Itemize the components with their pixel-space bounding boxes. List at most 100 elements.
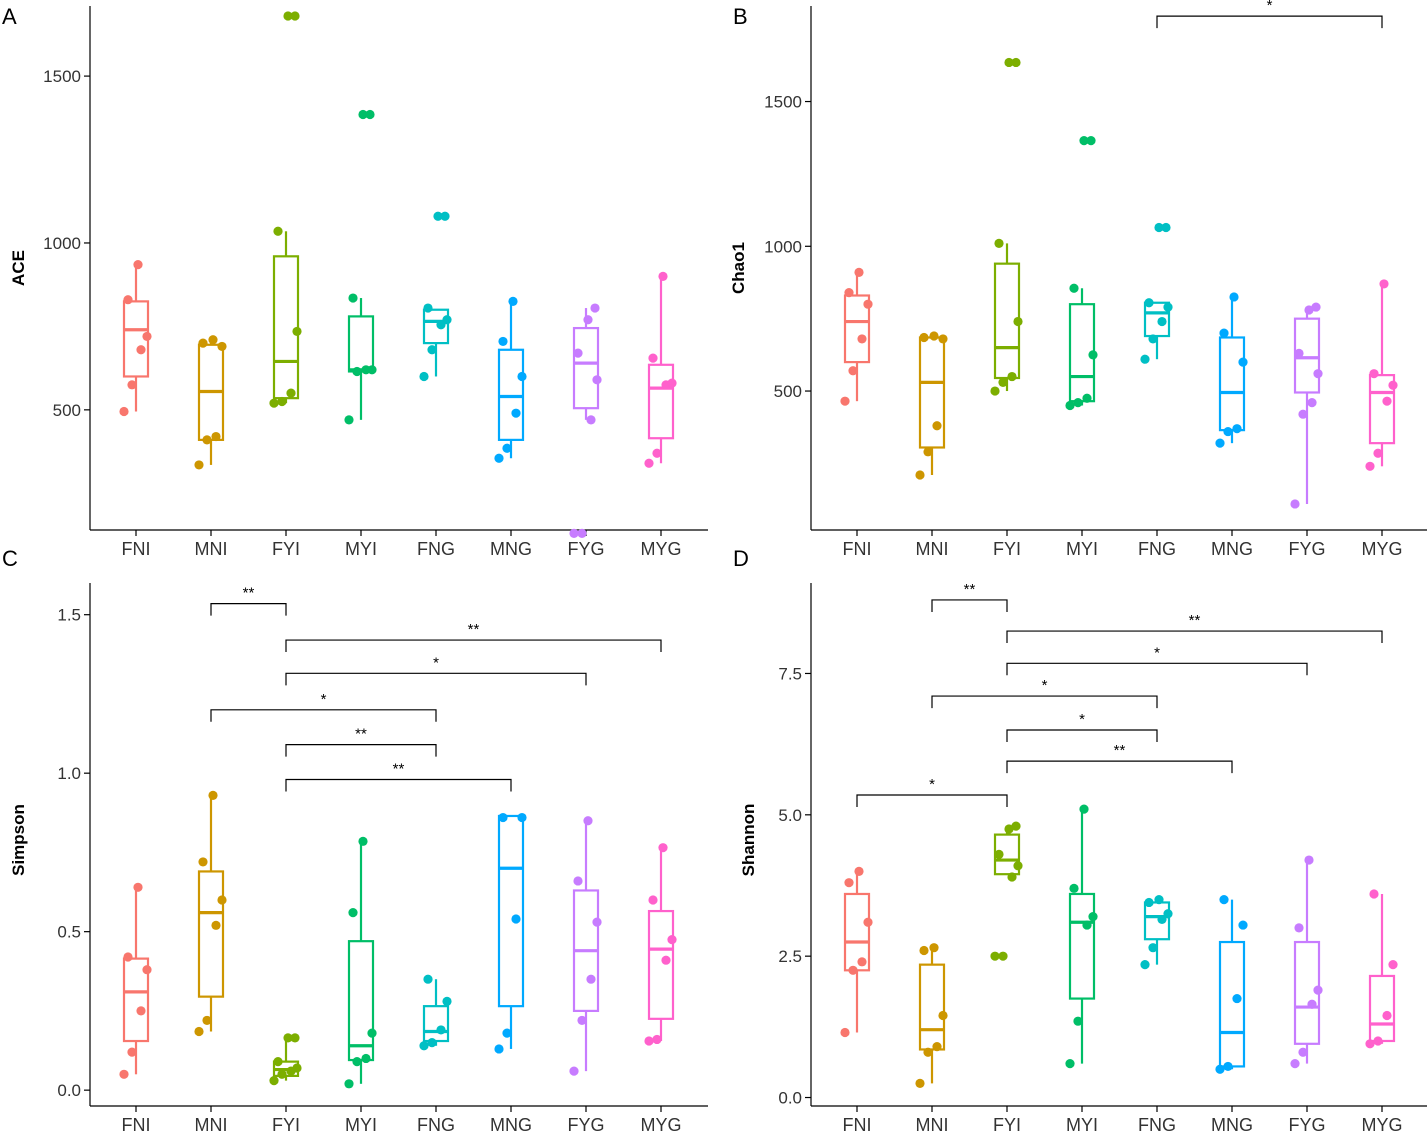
data-point xyxy=(1369,369,1379,379)
data-point xyxy=(1148,943,1158,953)
data-point xyxy=(592,917,602,927)
significance-label: ** xyxy=(964,581,976,598)
box-FYI xyxy=(990,821,1023,961)
data-point xyxy=(123,952,133,962)
data-point xyxy=(352,366,362,377)
box-FNI xyxy=(840,866,873,1038)
data-point xyxy=(915,470,925,480)
data-point xyxy=(1144,897,1154,908)
box-MYI xyxy=(344,109,377,425)
data-point xyxy=(577,1015,587,1026)
data-point xyxy=(994,849,1004,859)
significance-bracket: ** xyxy=(210,585,287,616)
data-point xyxy=(929,331,939,341)
data-point xyxy=(517,812,527,823)
data-point xyxy=(1073,398,1083,408)
data-point xyxy=(938,1010,948,1021)
data-point xyxy=(211,431,221,442)
data-point xyxy=(1079,136,1089,146)
data-point xyxy=(586,415,596,425)
x-tick-label: FNI xyxy=(843,539,872,559)
box-MYG xyxy=(1365,279,1398,471)
significance-label: * xyxy=(1154,644,1160,661)
box-MNG xyxy=(1215,292,1248,448)
data-point xyxy=(358,836,368,846)
x-tick-label: FYI xyxy=(993,1115,1021,1131)
data-point xyxy=(854,866,864,876)
data-point xyxy=(1298,1047,1308,1057)
panel-label: D xyxy=(733,546,749,571)
data-point xyxy=(857,957,867,967)
data-point xyxy=(573,348,583,358)
iqr-box xyxy=(422,1005,450,1043)
data-point xyxy=(142,965,152,975)
significance-bracket: ** xyxy=(1006,612,1383,644)
data-point xyxy=(427,345,437,355)
data-point xyxy=(1069,283,1079,293)
data-point xyxy=(1088,350,1098,360)
y-tick-label: 1000 xyxy=(43,234,81,253)
significance-label: ** xyxy=(1114,742,1126,759)
significance-label: * xyxy=(321,691,327,708)
x-tick-label: FYG xyxy=(1288,539,1325,559)
iqr-box xyxy=(918,963,946,1051)
data-point xyxy=(194,460,204,470)
x-tick-label: MYI xyxy=(345,1115,377,1131)
y-tick-label: 1.0 xyxy=(57,764,81,783)
x-tick-label: MYG xyxy=(640,1115,681,1131)
x-tick-label: FNG xyxy=(1138,539,1176,559)
y-tick-label: 500 xyxy=(774,382,802,401)
iqr-box xyxy=(347,940,375,1062)
significance-bracket: * xyxy=(931,677,1158,709)
data-point xyxy=(358,109,368,120)
y-tick-label: 0.0 xyxy=(778,1089,802,1108)
x-tick-label: MNI xyxy=(195,1115,228,1131)
data-point xyxy=(123,295,133,305)
x-tick-label: FYI xyxy=(993,539,1021,559)
data-point xyxy=(133,260,143,270)
iqr-box xyxy=(647,363,675,440)
x-tick-label: MNI xyxy=(195,539,228,559)
data-point xyxy=(577,528,587,538)
data-point xyxy=(1290,1058,1300,1069)
iqr-box xyxy=(843,892,871,972)
x-tick-label: MNI xyxy=(916,539,949,559)
data-point xyxy=(1304,305,1314,315)
box-FYI xyxy=(990,57,1023,396)
box-FNI xyxy=(119,260,152,417)
bracket-line xyxy=(1006,630,1383,644)
x-tick-label: MNG xyxy=(1211,1115,1253,1131)
significance-bracket: * xyxy=(1006,644,1308,676)
significance-bracket: * xyxy=(285,654,587,686)
data-point xyxy=(511,914,521,924)
data-point xyxy=(1073,1016,1083,1026)
box-MNI xyxy=(194,790,227,1037)
box-MNG xyxy=(1215,895,1248,1074)
data-point xyxy=(998,951,1008,961)
box-FYG xyxy=(1290,302,1323,509)
x-tick-label: FNG xyxy=(417,1115,455,1131)
box-MYI xyxy=(344,836,377,1089)
data-point xyxy=(1004,824,1014,834)
data-point xyxy=(583,816,593,826)
data-point xyxy=(644,1036,654,1046)
data-point xyxy=(590,303,600,313)
data-point xyxy=(1140,960,1150,970)
data-point xyxy=(658,271,668,281)
significance-label: * xyxy=(433,654,439,671)
box-MYG xyxy=(644,271,677,468)
data-point xyxy=(494,1044,504,1054)
data-point xyxy=(1379,279,1389,289)
data-point xyxy=(292,326,302,337)
data-point xyxy=(286,388,296,398)
data-point xyxy=(352,1057,362,1067)
data-point xyxy=(998,377,1008,387)
x-tick-label: FNG xyxy=(417,539,455,559)
data-point xyxy=(854,267,864,277)
data-point xyxy=(1088,911,1098,922)
data-point xyxy=(1304,855,1314,865)
data-point xyxy=(198,338,208,348)
data-point xyxy=(136,345,146,355)
data-point xyxy=(1238,357,1248,367)
iqr-box xyxy=(647,909,675,1020)
